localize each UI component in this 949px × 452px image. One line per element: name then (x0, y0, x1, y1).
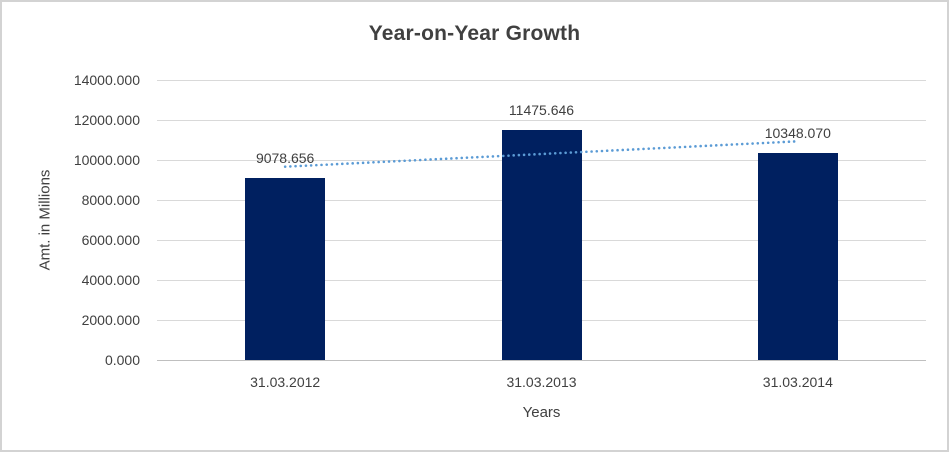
bar (758, 153, 838, 360)
plot-area: 9078.656 11475.646 10348.070 (157, 80, 926, 361)
y-tick-label: 0.000 (104, 352, 140, 368)
y-tick-label: 4000.000 (81, 272, 140, 288)
y-tick-label: 14000.000 (73, 72, 140, 88)
chart-title: Year-on-Year Growth (368, 22, 581, 45)
x-axis-line (157, 360, 926, 361)
trendline-path (283, 139, 800, 168)
x-tick-label: 31.03.2012 (250, 374, 321, 390)
gridline (157, 120, 926, 121)
y-tick-label: 10000.000 (73, 152, 140, 168)
bar-value-label: 9078.656 (255, 150, 315, 166)
x-tick-label: 31.03.2014 (762, 374, 833, 390)
y-tick-label: 8000.000 (81, 192, 140, 208)
bar-value-label: 10348.070 (764, 125, 831, 141)
bar-value-label: 11475.646 (508, 102, 575, 118)
y-tick-label: 2000.000 (81, 312, 140, 328)
x-axis-title: Years (522, 404, 561, 421)
y-tick-label: 6000.000 (81, 232, 140, 248)
y-tick-label: 12000.000 (73, 112, 140, 128)
bar (245, 178, 325, 360)
bar (502, 130, 582, 360)
y-axis-title: Amt. in Millions (36, 169, 54, 271)
x-tick-label: 31.03.2013 (506, 374, 577, 390)
gridline (157, 80, 926, 81)
trendline (283, 139, 800, 168)
